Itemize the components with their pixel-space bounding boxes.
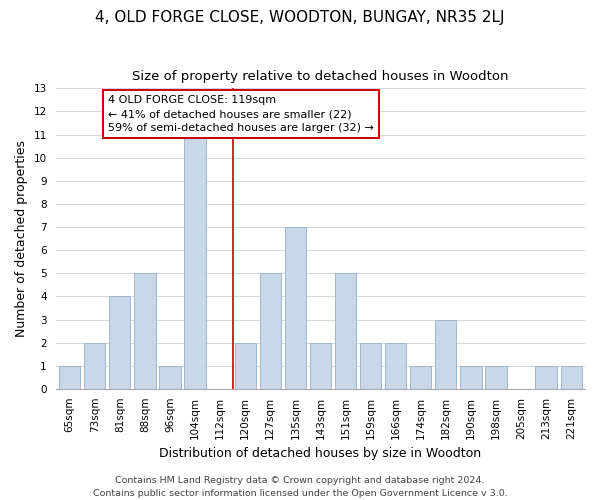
Bar bbox=[335, 274, 356, 389]
Title: Size of property relative to detached houses in Woodton: Size of property relative to detached ho… bbox=[132, 70, 509, 83]
Bar bbox=[159, 366, 181, 389]
Bar bbox=[435, 320, 457, 389]
Bar bbox=[385, 342, 406, 389]
Bar bbox=[260, 274, 281, 389]
Bar bbox=[235, 342, 256, 389]
Bar bbox=[284, 227, 306, 389]
Bar bbox=[460, 366, 482, 389]
Text: 4, OLD FORGE CLOSE, WOODTON, BUNGAY, NR35 2LJ: 4, OLD FORGE CLOSE, WOODTON, BUNGAY, NR3… bbox=[95, 10, 505, 25]
Text: 4 OLD FORGE CLOSE: 119sqm
← 41% of detached houses are smaller (22)
59% of semi-: 4 OLD FORGE CLOSE: 119sqm ← 41% of detac… bbox=[109, 96, 374, 134]
Bar bbox=[59, 366, 80, 389]
Bar bbox=[360, 342, 381, 389]
Bar bbox=[535, 366, 557, 389]
Y-axis label: Number of detached properties: Number of detached properties bbox=[15, 140, 28, 337]
Bar bbox=[134, 274, 155, 389]
Bar bbox=[310, 342, 331, 389]
X-axis label: Distribution of detached houses by size in Woodton: Distribution of detached houses by size … bbox=[160, 447, 481, 460]
Text: Contains HM Land Registry data © Crown copyright and database right 2024.
Contai: Contains HM Land Registry data © Crown c… bbox=[92, 476, 508, 498]
Bar bbox=[485, 366, 506, 389]
Bar bbox=[560, 366, 582, 389]
Bar bbox=[84, 342, 106, 389]
Bar bbox=[109, 296, 130, 389]
Bar bbox=[184, 134, 206, 389]
Bar bbox=[410, 366, 431, 389]
